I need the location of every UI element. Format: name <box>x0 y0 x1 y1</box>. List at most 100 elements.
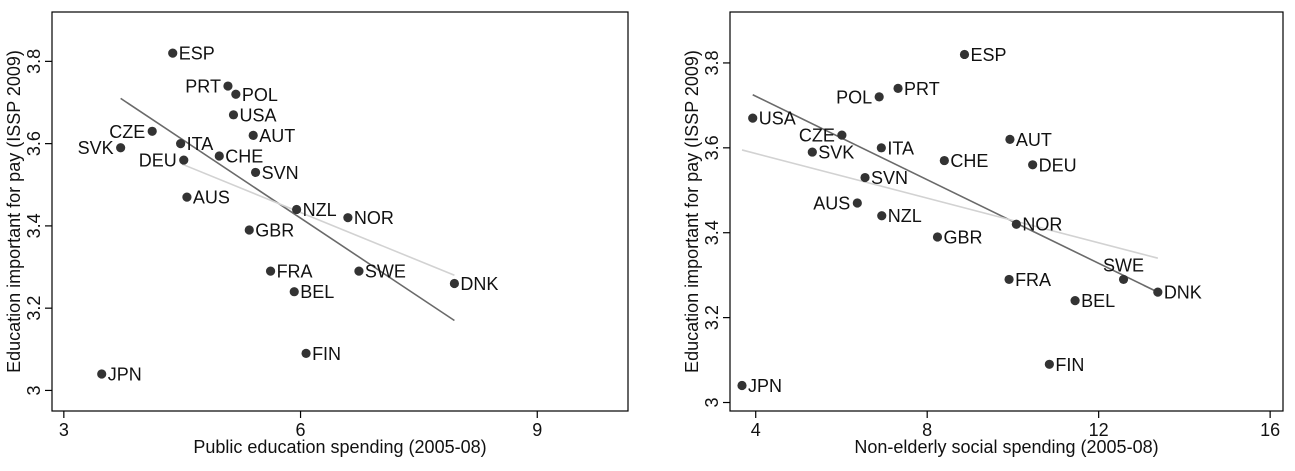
chart-1-x-axis-label: Public education spending (2005-08) <box>193 437 486 457</box>
chart-2-y-tick-label: 3.2 <box>702 305 722 330</box>
chart-1-point-jpn <box>97 369 107 379</box>
chart-1-y-tick-label: 3 <box>24 385 44 395</box>
chart-2-point-label-deu: DEU <box>1039 155 1077 175</box>
chart-1-point-label-svk: SVK <box>78 138 114 158</box>
chart-2-point-esp <box>959 49 970 60</box>
chart-1-point-label-aut: AUT <box>259 126 295 146</box>
chart-1-plot-frame <box>51 11 629 412</box>
chart-2-point-label-ita: ITA <box>887 138 914 158</box>
chart-1-point-label-bel: BEL <box>300 282 334 302</box>
chart-2-y-tick-label: 3.4 <box>702 220 722 245</box>
chart-1-point-label-aus: AUS <box>193 188 230 208</box>
chart-2-point-label-svn: SVN <box>871 168 908 188</box>
chart-1-fit-line-dark <box>120 97 455 322</box>
chart-1-point-aus <box>182 192 192 202</box>
chart-1-point-fra <box>265 266 276 276</box>
chart-1-x-tick-label: 6 <box>296 420 306 440</box>
chart-1-y-axis-label: Education important for pay (ISSP 2009) <box>4 50 24 373</box>
chart-1-point-label-svn: SVN <box>262 163 299 183</box>
chart-2-y-tick-label: 3.6 <box>702 135 722 160</box>
chart-2-point-label-esp: ESP <box>970 45 1006 65</box>
chart-2-point-pol <box>874 92 884 102</box>
chart-2-point-svk <box>807 147 817 157</box>
chart-1-point-nor <box>343 213 353 223</box>
chart-2-point-label-nzl: NZL <box>888 206 922 226</box>
chart-2-point-label-swe: SWE <box>1103 255 1144 275</box>
chart-1-point-pol <box>231 89 241 99</box>
chart-2-point-fin <box>1044 359 1054 369</box>
chart-2-point-label-nor: NOR <box>1022 215 1062 235</box>
chart-2-point-label-pol: POL <box>836 87 872 107</box>
chart-2-point-jpn <box>737 380 747 391</box>
chart-1-point-nzl <box>292 204 302 215</box>
chart-2-point-label-usa: USA <box>759 109 796 129</box>
chart-1-point-label-usa: USA <box>239 105 276 125</box>
chart-2-point-fra <box>1004 274 1014 285</box>
chart-1-point-dnk <box>449 278 460 289</box>
chart-2-point-swe <box>1118 274 1129 285</box>
chart-1-point-swe <box>354 266 364 276</box>
chart-1-point-svn <box>250 167 261 178</box>
chart-1-point-label-deu: DEU <box>139 151 177 171</box>
chart-1-x-tick-label: 3 <box>59 420 69 440</box>
chart-2-point-label-gbr: GBR <box>943 227 982 247</box>
chart-2-y-tick-label: 3 <box>702 398 722 408</box>
chart-2-point-label-fin: FIN <box>1055 355 1084 375</box>
chart-1-point-aut <box>248 130 258 141</box>
chart-2-fit-line-light <box>741 149 1159 259</box>
chart-1-point-gbr <box>244 225 254 235</box>
chart-1-point-label-jpn: JPN <box>108 364 142 384</box>
chart-1-panel: 3 6 9 3 3.2 3.4 3.6 3.8 Public education spendin… <box>4 11 629 457</box>
chart-1-point-label-dnk: DNK <box>460 274 498 294</box>
chart-1-point-svk <box>116 143 126 153</box>
chart-2-point-label-fra: FRA <box>1015 270 1051 290</box>
chart-1-x-tick-label: 9 <box>532 420 542 440</box>
chart-2-point-label-bel: BEL <box>1081 291 1115 311</box>
chart-2-x-tick-label: 16 <box>1260 420 1280 440</box>
chart-1-point-usa <box>228 110 239 120</box>
chart-2-point-usa <box>748 113 758 123</box>
chart-1-point-label-fra: FRA <box>277 262 313 282</box>
chart-2-y-axis-label: Education important for pay (ISSP 2009) <box>682 50 702 373</box>
chart-2-point-dnk <box>1153 287 1163 297</box>
chart-1-point-fin <box>301 348 311 359</box>
chart-2-x-tick-label: 12 <box>1089 420 1109 440</box>
chart-1-point-label-nzl: NZL <box>303 200 337 220</box>
chart-2-point-aus <box>852 198 862 208</box>
chart-1-point-label-cze: CZE <box>109 122 145 142</box>
chart-2-point-che <box>939 155 949 166</box>
chart-2-point-label-jpn: JPN <box>748 376 782 396</box>
chart-2-x-axis-label: Non-elderly social spending (2005-08) <box>854 437 1158 457</box>
chart-1-point-deu <box>179 155 189 165</box>
chart-1-point-ita <box>176 139 186 149</box>
chart-1-point-label-swe: SWE <box>365 262 406 282</box>
chart-2-point-label-prt: PRT <box>904 79 940 99</box>
chart-2-x-tick-label: 4 <box>751 420 761 440</box>
chart-1-point-esp <box>168 48 178 58</box>
chart-1-y-tick-label: 3.8 <box>24 49 44 74</box>
chart-1-point-che <box>214 151 224 161</box>
chart-2-panel: 4 8 12 16 3 3.2 3.4 3.6 3.8 Non-elderly social sp… <box>682 11 1284 457</box>
chart-2-point-ita <box>876 143 886 153</box>
chart-2-point-deu <box>1028 160 1038 170</box>
chart-1-point-prt <box>223 81 233 91</box>
chart-1-y-tick-label: 3.2 <box>24 296 44 321</box>
chart-1-point-label-che: CHE <box>225 146 263 166</box>
chart-1-point-label-nor: NOR <box>354 208 394 228</box>
chart-1-fit-line-light <box>181 163 455 276</box>
chart-2-point-aut <box>1005 134 1015 144</box>
chart-2-point-label-che: CHE <box>950 151 988 171</box>
chart-2-point-label-aus: AUS <box>813 194 850 214</box>
chart-2-point-prt <box>893 83 903 94</box>
chart-1-point-label-pol: POL <box>242 85 278 105</box>
chart-1-point-label-ita: ITA <box>187 134 214 154</box>
chart-2-fit-line-dark <box>752 94 1159 293</box>
chart-2-point-cze <box>837 130 847 140</box>
chart-2-point-nor <box>1011 219 1021 229</box>
chart-1-y-tick-label: 3.6 <box>24 131 44 156</box>
chart-2-point-label-aut: AUT <box>1016 130 1052 150</box>
chart-1-point-label-fin: FIN <box>312 344 341 364</box>
chart-1-point-bel <box>289 287 299 297</box>
chart-2-point-nzl <box>877 211 887 221</box>
